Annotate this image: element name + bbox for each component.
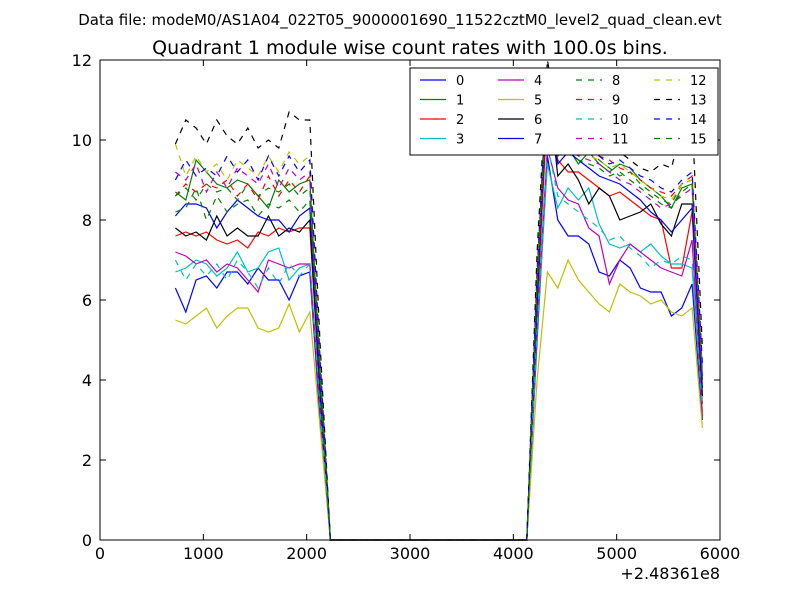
series-line-5 (175, 258, 703, 541)
axes-frame (99, 59, 721, 541)
y-tick-label: 8 (82, 211, 92, 230)
series-line-10 (174, 143, 703, 541)
legend-label-9: 9 (612, 94, 620, 109)
legend-box (409, 67, 719, 156)
legend-label-15: 15 (690, 133, 707, 148)
x-tick-label: 1000 (183, 544, 224, 563)
legend-label-2: 2 (456, 113, 464, 128)
x-axis: 0 1000 2000 3000 4000 5000 6000 (95, 60, 740, 563)
x-tick-label: 3000 (390, 544, 431, 563)
legend-label-4: 4 (534, 74, 542, 89)
legend-label-14: 14 (690, 113, 707, 128)
y-tick-label: 10 (72, 131, 92, 150)
x-tick-label: 0 (95, 544, 105, 563)
series-line-14 (174, 79, 703, 541)
legend-label-13: 13 (690, 94, 707, 109)
y-tick-label: 6 (82, 291, 92, 310)
x-tick-label: 5000 (596, 544, 637, 563)
legend-label-6: 6 (534, 113, 542, 128)
series-line-2 (175, 107, 703, 541)
legend-label-0: 0 (456, 74, 464, 89)
series-line-4 (175, 147, 703, 541)
chart-title: Quadrant 1 module wise count rates with … (152, 37, 668, 59)
y-tick-label: 4 (82, 371, 92, 390)
x-tick-label: 2000 (286, 544, 327, 563)
series-line-12 (174, 83, 703, 541)
series-line-9 (174, 67, 703, 541)
legend-label-5: 5 (534, 94, 542, 109)
legend-label-10: 10 (612, 113, 629, 128)
y-tick-label: 2 (82, 451, 92, 470)
y-tick-label: 12 (72, 51, 92, 70)
legend-label-8: 8 (612, 74, 620, 89)
legend-label-1: 1 (456, 94, 464, 109)
y-tick-label: 0 (82, 531, 92, 550)
data-file-label: Data file: modeM0/AS1A04_022T05_90000016… (78, 11, 722, 30)
series-line-15 (175, 87, 703, 541)
legend-label-7: 7 (534, 133, 542, 148)
x-tick-label: 4000 (493, 544, 534, 563)
series-line-3 (175, 163, 703, 541)
series-line-7 (174, 91, 703, 541)
x-tick-label: 6000 (700, 544, 741, 563)
legend-label-3: 3 (456, 133, 464, 148)
x-offset-label: +2.48361e8 (620, 564, 720, 583)
legend-label-12: 12 (690, 74, 707, 89)
legend-label-11: 11 (612, 133, 629, 148)
